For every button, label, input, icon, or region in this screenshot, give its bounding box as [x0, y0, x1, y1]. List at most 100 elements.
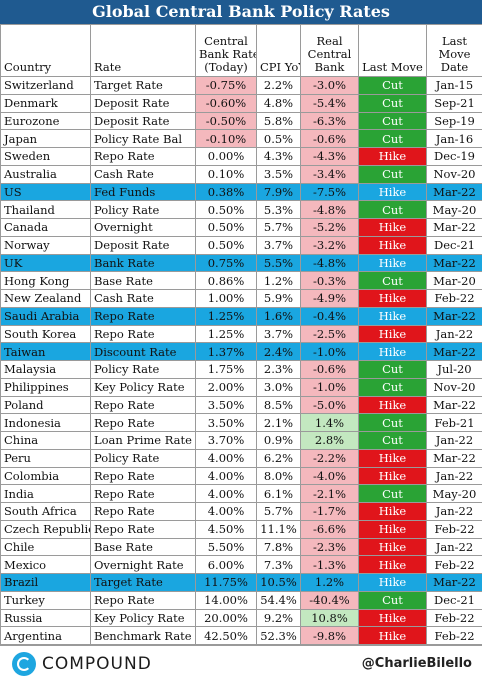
real-rate-cell: -3.0%	[301, 77, 359, 95]
cpi-cell: 0.9%	[257, 432, 301, 450]
cpi-cell: 54.4%	[257, 591, 301, 609]
rate-cell: Deposit Rate	[91, 112, 196, 130]
last-move-date-cell: Mar-22	[427, 219, 482, 237]
rate-cell: Deposit Rate	[91, 94, 196, 112]
cb-rate-cell: 4.00%	[196, 467, 257, 485]
country-cell: Chile	[1, 538, 91, 556]
real-rate-cell: -1.7%	[301, 503, 359, 521]
cb-rate-cell: 0.50%	[196, 219, 257, 237]
cb-rate-cell: 0.50%	[196, 201, 257, 219]
real-rate-cell: -6.6%	[301, 520, 359, 538]
country-cell: Saudi Arabia	[1, 307, 91, 325]
rate-cell: Loan Prime Rate	[91, 432, 196, 450]
last-move-cell: Cut	[359, 272, 427, 290]
last-move-cell: Hike	[359, 609, 427, 627]
cb-rate-cell: 1.25%	[196, 325, 257, 343]
compound-logo-icon	[12, 652, 36, 676]
cpi-cell: 3.7%	[257, 236, 301, 254]
date-header-line: Move	[438, 47, 470, 61]
cpi-cell: 2.3%	[257, 361, 301, 379]
real-rate-cell: -5.2%	[301, 219, 359, 237]
real-rate-cell: -4.9%	[301, 290, 359, 308]
cb-rate-cell: 2.00%	[196, 378, 257, 396]
cb-rate-header-line: (Today)	[204, 60, 247, 74]
real-rate-cell: -2.1%	[301, 485, 359, 503]
last-move-date-cell: Mar-22	[427, 183, 482, 201]
country-cell: Norway	[1, 236, 91, 254]
real-rate-cell: -4.3%	[301, 148, 359, 166]
last-move-cell: Cut	[359, 432, 427, 450]
cb-rate-cell: 3.70%	[196, 432, 257, 450]
last-move-date-cell: Dec-21	[427, 591, 482, 609]
real-rate-cell: -3.2%	[301, 236, 359, 254]
col-rate-header: Rate	[91, 25, 196, 77]
last-move-cell: Cut	[359, 378, 427, 396]
country-cell: Indonesia	[1, 414, 91, 432]
real-rate-cell: 2.8%	[301, 432, 359, 450]
last-move-cell: Cut	[359, 361, 427, 379]
last-move-date-cell: Mar-22	[427, 307, 482, 325]
last-move-date-cell: Feb-21	[427, 414, 482, 432]
last-move-date-cell: Jan-16	[427, 130, 482, 148]
last-move-cell: Hike	[359, 467, 427, 485]
cpi-cell: 5.3%	[257, 201, 301, 219]
cb-rate-cell: 1.25%	[196, 307, 257, 325]
last-move-date-cell: Mar-20	[427, 272, 482, 290]
cpi-cell: 7.8%	[257, 538, 301, 556]
last-move-cell: Hike	[359, 219, 427, 237]
cb-rate-cell: 6.00%	[196, 556, 257, 574]
country-cell: Colombia	[1, 467, 91, 485]
cb-rate-cell: 11.75%	[196, 574, 257, 592]
cb-rate-cell: 14.00%	[196, 591, 257, 609]
cpi-cell: 52.3%	[257, 627, 301, 645]
real-rate-cell: -1.0%	[301, 378, 359, 396]
cb-rate-cell: 20.00%	[196, 609, 257, 627]
last-move-cell: Cut	[359, 77, 427, 95]
cb-rate-cell: -0.60%	[196, 94, 257, 112]
footer: COMPOUND @CharlieBilello	[0, 645, 482, 681]
real-rate-cell: 1.4%	[301, 414, 359, 432]
country-cell: Philippines	[1, 378, 91, 396]
real-rate-cell: -2.5%	[301, 325, 359, 343]
country-cell: New Zealand	[1, 290, 91, 308]
rate-cell: Fed Funds	[91, 183, 196, 201]
rate-cell: Repo Rate	[91, 591, 196, 609]
col-country-header: Country	[1, 25, 91, 77]
real-rate-cell: -0.3%	[301, 272, 359, 290]
country-cell: Switzerland	[1, 77, 91, 95]
real-rate-cell: -2.2%	[301, 449, 359, 467]
real-rate-cell: -2.3%	[301, 538, 359, 556]
rate-cell: Overnight	[91, 219, 196, 237]
country-cell: Japan	[1, 130, 91, 148]
country-cell: Denmark	[1, 94, 91, 112]
col-cb-rate-header: Central Bank Rate (Today)	[196, 25, 257, 77]
cpi-cell: 8.5%	[257, 396, 301, 414]
real-rate-cell: -0.6%	[301, 130, 359, 148]
last-move-cell: Hike	[359, 236, 427, 254]
last-move-date-cell: Jan-15	[427, 77, 482, 95]
country-cell: Brazil	[1, 574, 91, 592]
rate-cell: Deposit Rate	[91, 236, 196, 254]
last-move-date-cell: Feb-22	[427, 609, 482, 627]
last-move-date-cell: Nov-20	[427, 165, 482, 183]
rate-cell: Discount Rate	[91, 343, 196, 361]
cpi-cell: 1.6%	[257, 307, 301, 325]
rate-cell: Repo Rate	[91, 503, 196, 521]
cpi-cell: 6.1%	[257, 485, 301, 503]
rate-cell: Repo Rate	[91, 485, 196, 503]
